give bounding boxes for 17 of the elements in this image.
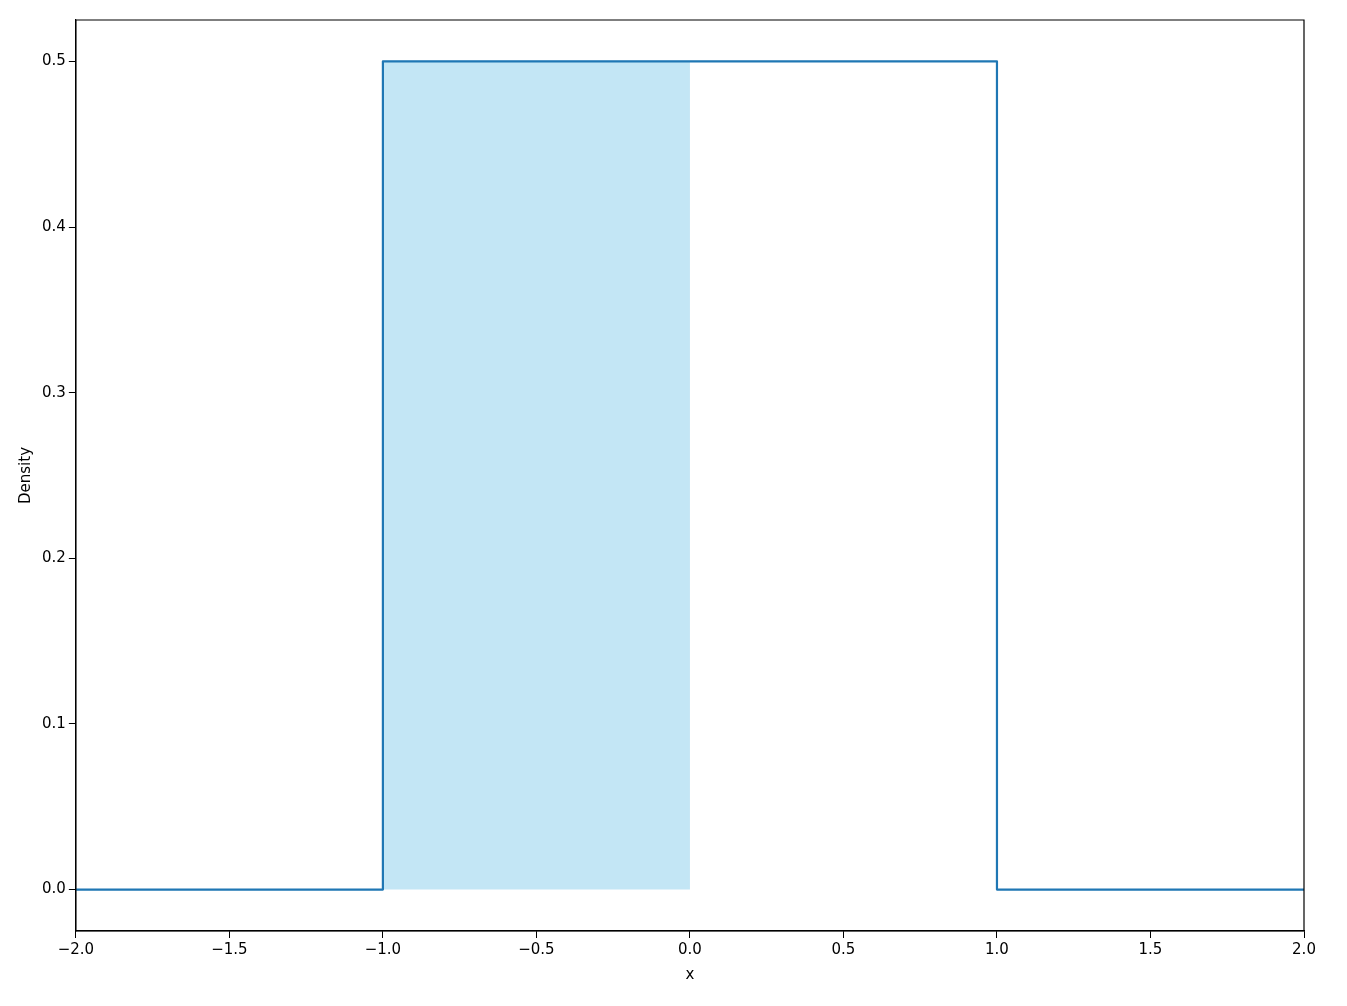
x-axis-title: x: [685, 964, 695, 983]
x-tick-label: 1.0: [985, 939, 1009, 958]
x-tick-label: −1.5: [211, 939, 248, 958]
y-tick-label: 0.5: [42, 51, 66, 70]
x-tick-label: −2.0: [57, 939, 95, 958]
x-tick-label: −1.0: [364, 939, 402, 958]
x-tick-label: 2.0: [1292, 939, 1316, 958]
x-tick-label: 0.5: [831, 939, 856, 958]
x-tick-label: 1.5: [1138, 939, 1163, 958]
x-tick-label: −0.5: [518, 939, 555, 958]
y-tick-label: 0.2: [42, 548, 66, 567]
y-axis-title: Density: [15, 446, 34, 505]
x-tick-label: 0.0: [678, 939, 702, 958]
y-tick-label: 0.3: [42, 382, 66, 401]
y-tick-label: 0.0: [42, 879, 66, 898]
y-tick-label: 0.4: [42, 216, 66, 235]
y-tick-label: 0.1: [42, 713, 66, 732]
